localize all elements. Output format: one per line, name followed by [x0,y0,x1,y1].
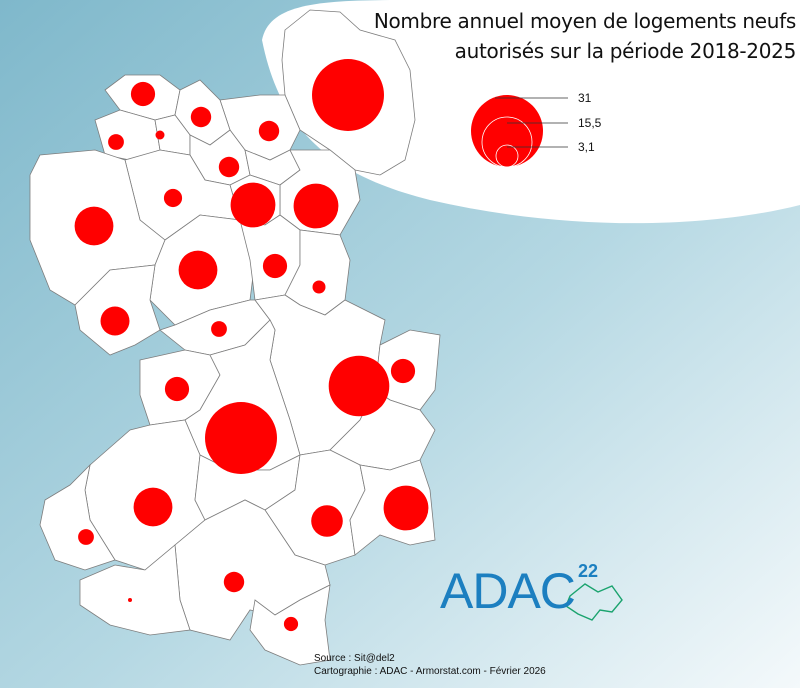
bubble-center-north-b[interactable] [293,183,339,229]
map-title: Nombre annuel moyen de logements neufs a… [330,6,796,66]
legend-label-15-5: 15,5 [578,116,602,130]
bubble-south[interactable] [223,571,245,593]
title-line-2: autorisés sur la période 2018-2025 [454,39,797,63]
bubble-north-b[interactable] [258,120,280,142]
legend-label-31: 31 [578,91,592,105]
title-line-1: Nombre annuel moyen de logements neufs [373,9,796,33]
bubble-east-mid[interactable] [328,355,390,417]
bubble-east-small[interactable] [390,358,416,384]
bubble-south-center[interactable] [311,505,343,537]
bubble-mid-west[interactable] [164,376,190,402]
bubble-west-lower[interactable] [100,306,130,336]
bubble-north-c[interactable] [163,188,183,208]
bubble-far-south-west[interactable] [128,598,132,602]
bubble-east-small-b[interactable] [312,280,326,294]
bubbles-layer [74,59,429,632]
adac-logo-map-icon [565,583,623,621]
bubble-south-east[interactable] [383,485,429,531]
bubble-north-west-a[interactable] [130,81,156,107]
bubble-north-west-b[interactable] [108,134,124,150]
bubble-north-a[interactable] [190,106,212,128]
bubble-center-south[interactable] [205,402,277,474]
legend-circle-3-1 [495,144,519,168]
bubble-center[interactable] [178,250,218,290]
bubble-south-west-small[interactable] [78,529,94,545]
bubble-center-mid[interactable] [211,321,227,337]
bubble-west[interactable] [74,206,114,246]
source-block: Source : Sit@del2 Cartographie : ADAC - … [314,652,546,678]
adac-logo-text: ADAC [440,563,576,619]
bubble-far-south[interactable] [283,616,299,632]
bubble-center-east[interactable] [262,253,288,279]
bubble-n-large[interactable] [312,59,384,131]
source-line: Source : Sit@del2 [314,653,395,664]
legend [471,95,568,168]
adac-logo-number: 22 [578,561,599,581]
commune[interactable] [39,463,116,571]
bubble-center-north-a[interactable] [230,182,276,228]
commune[interactable] [79,544,191,636]
legend-circle-31 [471,95,543,167]
bubble-south-west[interactable] [133,487,173,527]
legend-label-3-1: 3,1 [578,140,595,154]
bubble-extra-0[interactable] [155,130,165,140]
bubble-center-north-c[interactable] [218,156,240,178]
credit-line: Cartographie : ADAC - Armorstat.com - Fé… [314,666,546,677]
